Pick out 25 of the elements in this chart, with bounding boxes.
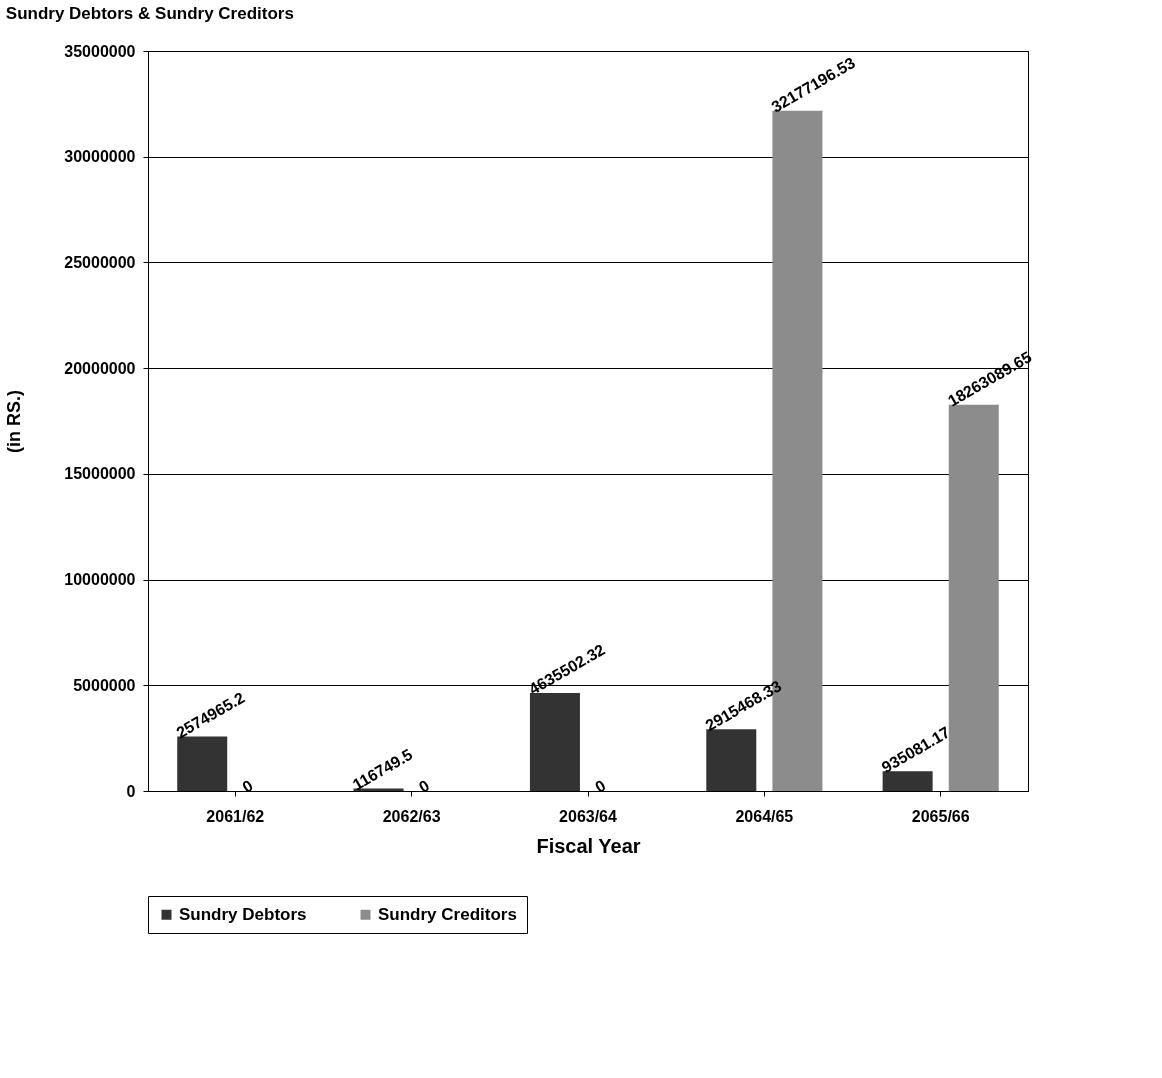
data-label: 0 [239, 776, 256, 796]
y-tick-label: 5000000 [73, 676, 136, 694]
data-label: 0 [592, 776, 609, 796]
bar [529, 692, 580, 791]
x-tick-label: 2061/62 [206, 807, 265, 825]
x-tick-label: 2062/63 [382, 807, 441, 825]
y-tick-label: 30000000 [64, 148, 136, 166]
legend-label: Sundry Debtors [179, 904, 307, 924]
y-tick-label: 35000000 [64, 42, 136, 60]
bar [948, 404, 999, 791]
legend-label: Sundry Creditors [378, 904, 517, 924]
y-axis-title: (in RS.) [4, 390, 25, 453]
y-tick-label: 25000000 [64, 253, 136, 271]
bar [706, 729, 757, 791]
bar [882, 771, 933, 791]
y-tick-label: 15000000 [64, 465, 136, 483]
x-axis-title: Fiscal Year [536, 834, 641, 857]
x-tick-label: 2064/65 [735, 807, 794, 825]
x-tick-label: 2065/66 [911, 807, 970, 825]
y-tick-label: 0 [126, 782, 136, 800]
chart-title: Sundry Debtors & Sundry Creditors [5, 4, 294, 23]
y-tick-label: 20000000 [64, 359, 136, 377]
x-tick-label: 2063/64 [559, 807, 618, 825]
data-label: 0 [415, 776, 433, 796]
y-tick-label: 10000000 [64, 571, 136, 589]
